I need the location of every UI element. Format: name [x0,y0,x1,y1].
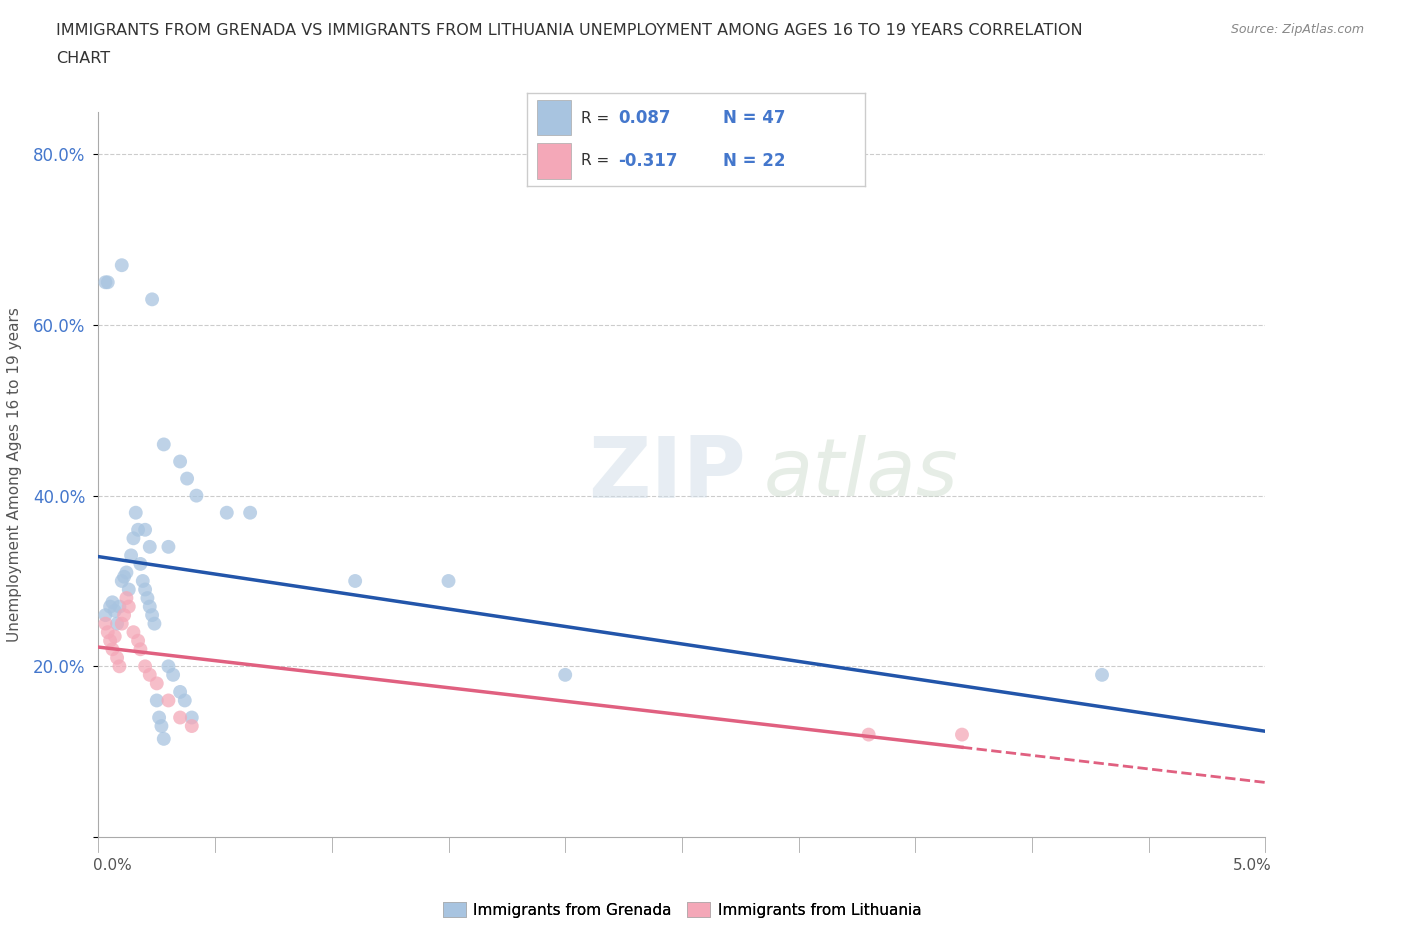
Point [105,617,128,631]
Text: R =: R = [581,111,614,126]
Point [169,684,191,699]
Text: IMMIGRANTS FROM GRENADA VS IMMIGRANTS FROM LITHUANIA UNEMPLOYMENT AMONG AGES 16 : IMMIGRANTS FROM GRENADA VS IMMIGRANTS FR… [56,23,1083,38]
Point [104,629,127,644]
Point [554,668,576,683]
Point [186,488,208,503]
Point [157,693,180,708]
Point [950,727,973,742]
Point [157,539,180,554]
Y-axis label: Unemployment Among Ages 16 to 19 years: Unemployment Among Ages 16 to 19 years [7,307,21,642]
Text: ZIP: ZIP [589,432,747,516]
Text: CHART: CHART [56,51,110,66]
Text: N = 22: N = 22 [723,152,786,170]
Point [146,693,169,708]
Point [98,599,121,614]
Point [115,591,138,605]
Point [104,604,127,618]
Point [344,574,367,589]
Point [127,633,149,648]
Text: R =: R = [581,153,614,168]
Point [146,676,169,691]
Text: 0.087: 0.087 [619,109,671,127]
Point [122,531,145,546]
Point [111,574,134,589]
Point [129,642,152,657]
Point [111,617,134,631]
Point [139,599,162,614]
Point [118,599,141,614]
Text: 5.0%: 5.0% [1233,857,1271,872]
Point [125,505,148,520]
Point [129,556,152,571]
Text: -0.317: -0.317 [619,152,678,170]
Point [139,668,162,683]
Point [148,711,170,725]
Bar [537,143,571,179]
Legend: Immigrants from Grenada, Immigrants from Lithuania: Immigrants from Grenada, Immigrants from… [436,896,928,923]
Point [94,275,117,290]
Point [134,523,156,538]
Point [132,574,155,589]
Point [180,711,202,725]
Point [176,472,198,486]
Point [112,607,135,622]
Point [94,617,117,631]
Point [215,505,238,520]
Point [108,599,131,614]
Point [97,625,120,640]
Point [115,565,138,580]
Point [180,719,202,734]
Point [437,574,460,589]
Point [150,719,173,734]
Point [139,539,162,554]
Point [118,582,141,597]
Point [101,642,124,657]
Point [169,711,191,725]
Point [122,625,145,640]
Point [1091,668,1114,683]
Point [108,658,131,673]
Point [858,727,880,742]
Point [157,658,180,673]
Point [120,548,142,563]
Point [94,607,117,622]
Point [134,582,156,597]
Point [239,505,262,520]
Point [134,658,156,673]
Point [152,731,174,746]
Point [152,437,174,452]
Point [141,607,163,622]
Point [112,569,135,584]
Point [136,591,159,605]
Text: Source: ZipAtlas.com: Source: ZipAtlas.com [1230,23,1364,36]
Point [97,275,120,290]
Bar [537,100,571,135]
Point [111,258,134,272]
Point [98,633,121,648]
Text: 0.0%: 0.0% [93,857,131,872]
Text: atlas: atlas [763,435,959,513]
Point [127,523,149,538]
Point [105,650,128,665]
Point [173,693,195,708]
Point [162,668,184,683]
Point [143,617,166,631]
Point [141,292,163,307]
Point [169,454,191,469]
Point [101,595,124,610]
Text: N = 47: N = 47 [723,109,786,127]
